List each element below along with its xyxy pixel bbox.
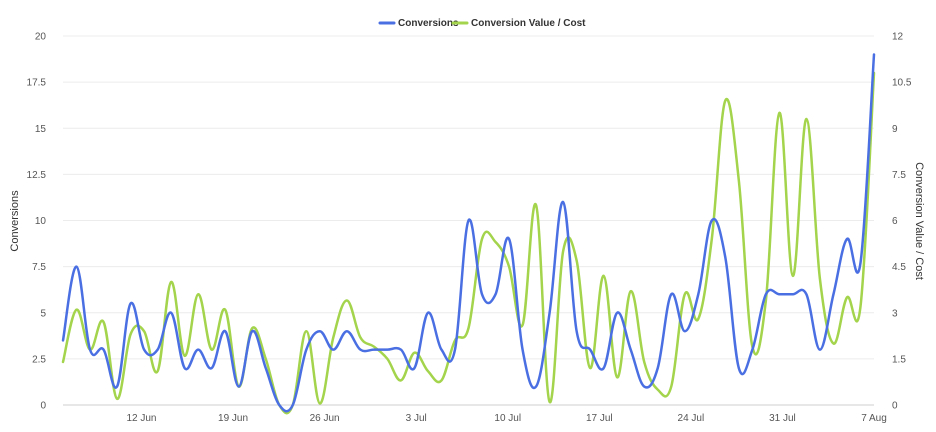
y-tick-left: 5	[40, 308, 46, 319]
legend-item-conversion-value-cost[interactable]: Conversion Value / Cost	[451, 18, 586, 29]
y-tick-left: 0	[40, 401, 46, 412]
y-tick-left: 15	[35, 124, 47, 135]
legend-label-conversion-value-cost: Conversion Value / Cost	[471, 18, 586, 29]
axes-layer: 0 2.5 5 7.5 10 12.5 15 17.5 20 0 1.5 3 4.5 6 7.5 9 10.5 1…	[27, 32, 912, 425]
legend-item-conversions[interactable]: Conversions	[378, 18, 459, 29]
legend-label-conversions: Conversions	[398, 18, 459, 29]
x-tick: 17 Jul	[586, 413, 613, 424]
y-tick-left: 10	[35, 216, 47, 227]
x-tick: 31 Jul	[769, 413, 796, 424]
y-tick-right: 4.5	[892, 262, 906, 273]
y-tick-right: 0	[892, 401, 898, 412]
x-tick: 26 Jun	[310, 413, 340, 424]
x-tick: 24 Jul	[678, 413, 705, 424]
y-tick-right: 12	[892, 32, 904, 43]
y-tick-left: 20	[35, 32, 47, 43]
y-tick-right: 10.5	[892, 78, 912, 89]
series-layer	[61, 53, 876, 415]
y-tick-left: 7.5	[32, 262, 46, 273]
y-tick-right: 6	[892, 216, 898, 227]
series-line-conversion-value-cost[interactable]	[61, 71, 876, 415]
x-tick: 7 Aug	[861, 413, 887, 424]
y-tick-left: 12.5	[27, 170, 47, 181]
y-axis-title-left: Conversions	[9, 190, 21, 252]
y-tick-left: 2.5	[32, 354, 46, 365]
x-tick: 12 Jun	[126, 413, 156, 424]
series-line-conversions[interactable]	[61, 53, 876, 413]
y-tick-right: 7.5	[892, 170, 906, 181]
legend[interactable]: Conversions Conversion Value / Cost	[378, 18, 586, 29]
y-tick-left: 17.5	[27, 78, 47, 89]
y-tick-right: 9	[892, 124, 898, 135]
y-tick-right: 1.5	[892, 354, 906, 365]
x-tick: 10 Jul	[494, 413, 521, 424]
y-axis-title-right: Conversion Value / Cost	[913, 162, 925, 280]
x-tick: 3 Jul	[406, 413, 427, 424]
y-tick-right: 3	[892, 308, 898, 319]
x-tick: 19 Jun	[218, 413, 248, 424]
